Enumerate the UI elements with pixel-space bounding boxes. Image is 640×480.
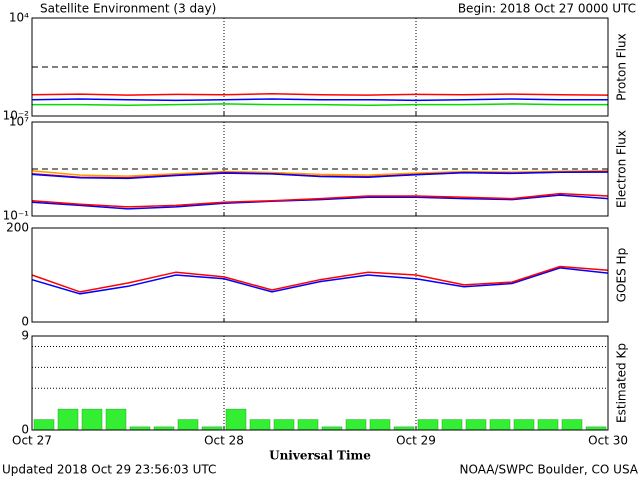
y-axis-label: GOES Hp	[615, 248, 629, 302]
x-tick-label: Oct 30	[588, 434, 628, 448]
kp-bar	[57, 408, 79, 431]
panel-frame	[31, 335, 609, 431]
x-tick-label: Oct 29	[396, 434, 436, 448]
series-line	[31, 192, 609, 208]
series-line	[31, 98, 608, 102]
kp-bar	[33, 419, 55, 431]
y-tick-label: 9	[21, 329, 29, 343]
kp-bar	[297, 419, 319, 431]
y-tick-label: 10⁻¹	[3, 209, 30, 223]
y-tick-label: 10⁴	[9, 11, 29, 25]
kp-bar	[249, 419, 271, 431]
x-tick-label: Oct 28	[204, 434, 244, 448]
begin-label: Begin: 2018 Oct 27 0000 UTC	[458, 2, 636, 16]
series-line	[31, 93, 609, 96]
series-line	[31, 267, 609, 295]
kp-bar	[465, 419, 487, 431]
credit-label: NOAA/SWPC Boulder, CO USA	[460, 463, 639, 477]
x-tick-label: Oct 27	[12, 434, 52, 448]
y-tick-label: 0	[21, 315, 29, 329]
kp-bar	[81, 408, 103, 431]
y-tick-label: 200	[6, 221, 29, 235]
series-line	[31, 170, 609, 177]
kp-bar	[369, 419, 391, 431]
y-tick-label: 10⁻²	[3, 109, 30, 123]
kp-bar	[417, 419, 439, 431]
y-tick-label: 0	[21, 423, 29, 437]
kp-bar	[177, 419, 199, 431]
kp-bar	[537, 419, 559, 431]
kp-bar	[561, 419, 583, 431]
kp-bar	[513, 419, 535, 431]
kp-bar	[345, 419, 367, 431]
kp-bar	[225, 408, 247, 431]
kp-bar	[441, 419, 463, 431]
chart-title: Satellite Environment (3 day)	[40, 2, 216, 16]
y-axis-label: Estimated Kp	[615, 343, 629, 423]
y-axis-label: Electron Flux	[615, 130, 629, 208]
series-line	[32, 103, 608, 107]
kp-bar	[105, 408, 127, 431]
y-tick-label: 10⁷	[9, 115, 29, 129]
kp-bar	[489, 419, 511, 431]
panel-frame	[31, 17, 609, 117]
series-line	[31, 194, 609, 210]
y-axis-label: Proton Flux	[615, 33, 629, 100]
kp-bar	[273, 419, 295, 431]
series-line	[31, 265, 609, 293]
panel-frame	[31, 227, 609, 323]
series-line	[31, 171, 609, 180]
updated-label: Updated 2018 Oct 29 23:56:03 UTC	[2, 463, 216, 477]
panel-frame	[31, 121, 609, 217]
x-axis-label: Universal Time	[269, 449, 371, 463]
